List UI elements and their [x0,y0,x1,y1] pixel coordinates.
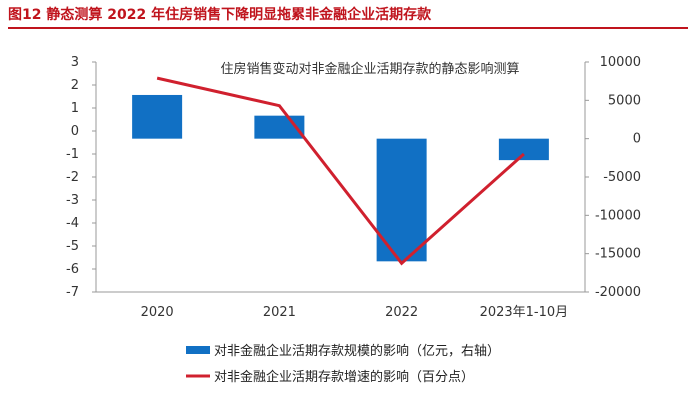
left-tick-label: -4 [66,216,79,231]
legend-line-label: 对非金融企业活期存款增速的影响（百分点） [214,369,474,385]
left-tick-label: 2 [71,78,79,93]
title-rule [8,27,688,29]
lines [156,76,525,266]
legend-bar-swatch [186,346,210,354]
legend: 对非金融企业活期存款规模的影响（亿元，右轴） 对非金融企业活期存款增速的影响（百… [186,343,500,385]
x-tick-label: 2020 [141,305,174,320]
left-tick-label: 0 [71,124,79,139]
right-tick-label: 10000 [600,55,641,70]
left-tick-label: 3 [71,55,79,70]
left-tick-label: -5 [66,239,79,254]
left-tick-label: -6 [66,262,79,277]
left-tick-label: -2 [66,170,79,185]
right-tick-label: 0 [633,132,641,147]
bars [132,94,549,262]
series-line [156,76,525,266]
x-tick-label: 2021 [263,305,296,320]
right-tick-label: -15000 [595,247,641,262]
axes: 3 2 1 0 -1 -2 -3 -4 -5 -6 -7 10000 5000 0 -5000 -10000 -… [66,55,641,320]
left-tick-label: -7 [66,285,79,300]
chart-subtitle: 住房销售变动对非金融企业活期存款的静态影响测算 [220,61,519,77]
bar [498,138,549,161]
legend-bar-label: 对非金融企业活期存款规模的影响（亿元，右轴） [214,343,500,359]
left-tick-label: -1 [66,147,79,162]
left-tick-label: 1 [71,101,79,116]
right-tick-label: 5000 [608,93,641,108]
right-tick-label: -20000 [595,285,641,300]
left-tick-label: -3 [66,193,79,208]
right-tick-label: -10000 [595,208,641,223]
figure-title: 图12 静态测算 2022 年住房销售下降明显拖累非金融企业活期存款 [8,7,432,23]
right-tick-label: -5000 [603,170,641,185]
bar [132,94,183,139]
x-tick-label: 2022 [385,305,418,320]
x-tick-label: 2023年1-10月 [480,305,569,320]
